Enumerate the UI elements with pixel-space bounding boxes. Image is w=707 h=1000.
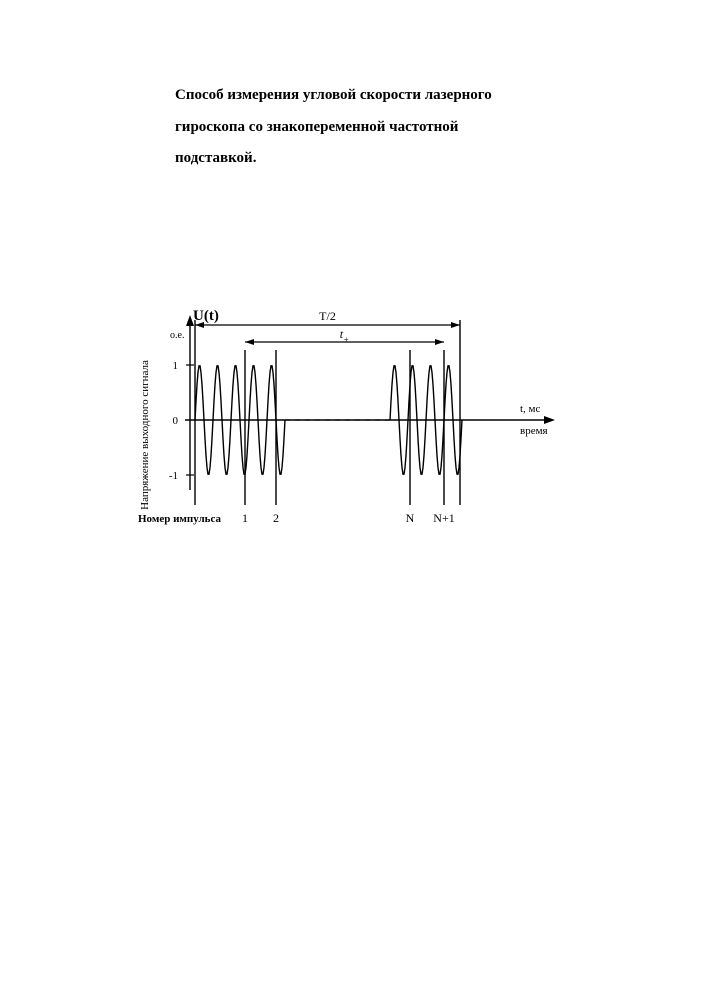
title-line-1: Способ измерения угловой скорости лазерн…	[175, 87, 492, 103]
ytick--1: -1	[169, 470, 178, 482]
top-dim-label: T/2	[319, 309, 336, 323]
ytick-1: 1	[173, 360, 179, 372]
y-unit-label: о.е.	[170, 330, 184, 341]
y-function-label: U(t)	[193, 308, 219, 324]
title-line-2: гироскопа со знакопеременной частотной п…	[175, 119, 458, 167]
pulse-label: N+1	[433, 511, 454, 525]
waveform-figure: 1 0 -1 U(t) о.е. Напряжение выходного сигнала…	[130, 290, 580, 550]
pulse-label: N	[406, 511, 415, 525]
pulse-row-label: Номер импульса	[138, 513, 221, 525]
page: Способ измерения угловой скорости лазерн…	[0, 0, 707, 1000]
x-axis-label-word: время	[520, 425, 548, 437]
y-axis-label: Напряжение выходного сигнала	[139, 360, 151, 510]
x-axis-label-time: t, мс	[520, 403, 541, 415]
pulse-label: 2	[273, 511, 279, 525]
ytick-0: 0	[173, 415, 179, 427]
pulse-label: 1	[242, 511, 248, 525]
waveform-svg: 1 0 -1 U(t) о.е. Напряжение выходного сигнала…	[130, 290, 580, 552]
figure-title: Способ измерения угловой скорости лазерн…	[175, 80, 535, 175]
